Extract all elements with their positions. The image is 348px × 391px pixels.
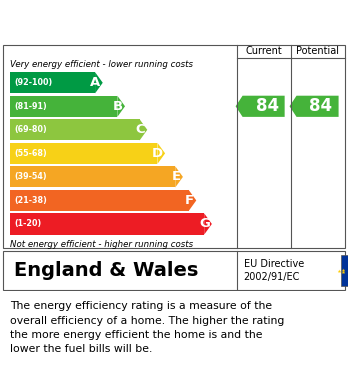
Text: (55-68): (55-68) xyxy=(15,149,47,158)
Text: G: G xyxy=(199,217,210,230)
Text: (81-91): (81-91) xyxy=(15,102,47,111)
Polygon shape xyxy=(117,96,125,117)
Text: (39-54): (39-54) xyxy=(15,172,47,181)
Text: F: F xyxy=(185,194,194,207)
Text: (69-80): (69-80) xyxy=(15,126,47,135)
Bar xyxy=(10,166,175,188)
Text: (92-100): (92-100) xyxy=(15,78,53,87)
Bar xyxy=(10,213,204,235)
Bar xyxy=(341,255,348,286)
Text: 84: 84 xyxy=(309,97,333,115)
Polygon shape xyxy=(157,143,165,164)
Polygon shape xyxy=(189,190,196,211)
Text: Energy Efficiency Rating: Energy Efficiency Rating xyxy=(10,13,239,30)
Bar xyxy=(10,119,140,140)
Bar xyxy=(10,72,95,93)
Text: Not energy efficient - higher running costs: Not energy efficient - higher running co… xyxy=(10,240,193,249)
Polygon shape xyxy=(175,166,183,188)
Text: 84: 84 xyxy=(255,97,279,115)
Text: Very energy efficient - lower running costs: Very energy efficient - lower running co… xyxy=(10,60,193,69)
Bar xyxy=(10,96,117,117)
Text: Potential: Potential xyxy=(296,46,339,56)
Text: EU Directive
2002/91/EC: EU Directive 2002/91/EC xyxy=(244,259,304,282)
Polygon shape xyxy=(236,96,285,117)
Text: (1-20): (1-20) xyxy=(15,219,42,228)
Text: E: E xyxy=(172,170,181,183)
Text: C: C xyxy=(136,123,145,136)
Polygon shape xyxy=(290,96,339,117)
Text: A: A xyxy=(90,76,101,89)
Bar xyxy=(10,190,189,211)
Polygon shape xyxy=(140,119,147,140)
Text: B: B xyxy=(113,100,123,113)
Text: The energy efficiency rating is a measure of the
overall efficiency of a home. T: The energy efficiency rating is a measur… xyxy=(10,301,285,355)
Polygon shape xyxy=(204,213,212,235)
Bar xyxy=(10,143,157,164)
Text: D: D xyxy=(152,147,163,160)
Polygon shape xyxy=(95,72,103,93)
Text: Current: Current xyxy=(245,46,282,56)
Text: (21-38): (21-38) xyxy=(15,196,47,205)
Text: England & Wales: England & Wales xyxy=(14,261,198,280)
